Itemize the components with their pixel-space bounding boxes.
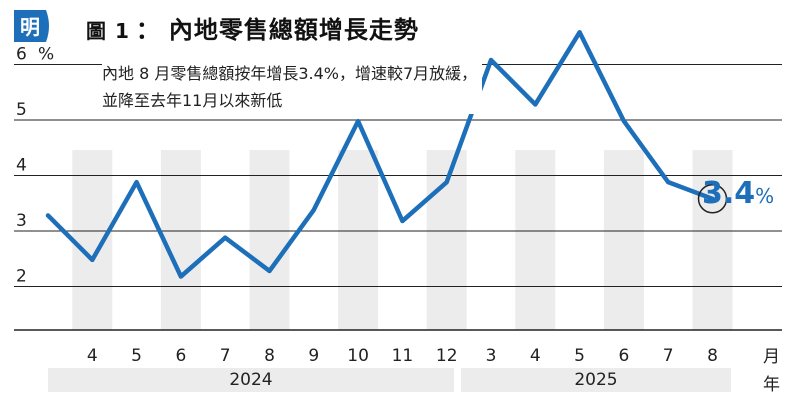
series-group	[45, 30, 728, 279]
data-point	[178, 274, 183, 279]
x-tick-label: 12	[436, 346, 458, 366]
data-point	[666, 180, 671, 185]
logo-text: 明	[20, 15, 40, 39]
month-bands	[72, 150, 733, 330]
data-point	[311, 207, 316, 212]
data-point	[489, 58, 493, 63]
y-tick-labels: 2 3 4 5 6%	[16, 45, 54, 287]
y-tick-label: 5	[16, 100, 27, 120]
year-unit-label: 年	[763, 375, 780, 395]
x-tick-label: 6	[175, 346, 186, 366]
x-tick-label: 4	[87, 346, 98, 366]
highlight-unit: %	[755, 184, 775, 208]
x-tick-label: 9	[308, 346, 319, 366]
chart-title: 圖 1：內地零售總額增長走勢	[86, 10, 419, 45]
y-tick-label: 3	[16, 211, 27, 231]
month-band	[692, 150, 733, 330]
x-tick-label: 11	[392, 346, 414, 366]
data-point	[444, 180, 449, 185]
x-tick-label: 8	[707, 346, 718, 366]
x-tick-label: 6	[618, 346, 629, 366]
title-colon: ：	[135, 16, 161, 44]
highlight-circle	[697, 184, 728, 214]
x-tick-label: 4	[530, 346, 541, 366]
data-point	[533, 102, 538, 107]
data-point	[267, 268, 272, 273]
highlight-value: 3.4	[702, 176, 756, 211]
month-band	[249, 150, 290, 330]
x-tick-label: 5	[131, 346, 142, 366]
highlight-label: 3.4%	[702, 176, 774, 211]
y-unit-label: %	[38, 45, 54, 65]
data-point	[400, 219, 405, 223]
x-tick-label: 3	[486, 346, 497, 366]
month-band	[338, 150, 379, 330]
y-tick-label: 4	[16, 156, 27, 176]
annotation-text: 內地 8 月零售總額按年增長3.4%，增速較7月放緩，並降至去年11月以來新低	[102, 60, 482, 114]
month-band	[160, 150, 201, 330]
data-point	[710, 196, 715, 201]
logo-shape	[14, 10, 49, 42]
data-point	[90, 257, 95, 262]
month-band	[603, 150, 644, 330]
month-band	[72, 150, 113, 330]
data-point	[46, 213, 50, 218]
x-tick-label: 7	[663, 346, 674, 366]
x-tick-labels: 4 5 6 7 8 9 10 11 12 3 4 5 6 7 8	[87, 346, 718, 366]
year-band-2025: 2025	[461, 368, 731, 392]
data-point	[577, 30, 582, 35]
month-band	[515, 150, 556, 330]
y-tick-label: 2	[16, 267, 27, 287]
series-line	[45, 30, 715, 279]
data-point	[621, 119, 626, 124]
year-band-2024: 2024	[48, 368, 454, 392]
x-tick-label: 8	[264, 346, 275, 366]
y-tick-label: 6	[16, 45, 27, 65]
data-point	[356, 119, 361, 124]
x-tick-label: 7	[220, 346, 231, 366]
x-tick-label: 5	[574, 346, 585, 366]
month-unit-label: 月	[763, 347, 780, 367]
x-tick-label: 10	[347, 346, 369, 366]
title-text: 內地零售總額增長走勢	[168, 16, 419, 44]
data-point	[134, 180, 139, 185]
data-point	[223, 235, 228, 240]
figure-label: 圖 1	[86, 19, 130, 43]
newspaper-logo: 明	[14, 10, 49, 42]
